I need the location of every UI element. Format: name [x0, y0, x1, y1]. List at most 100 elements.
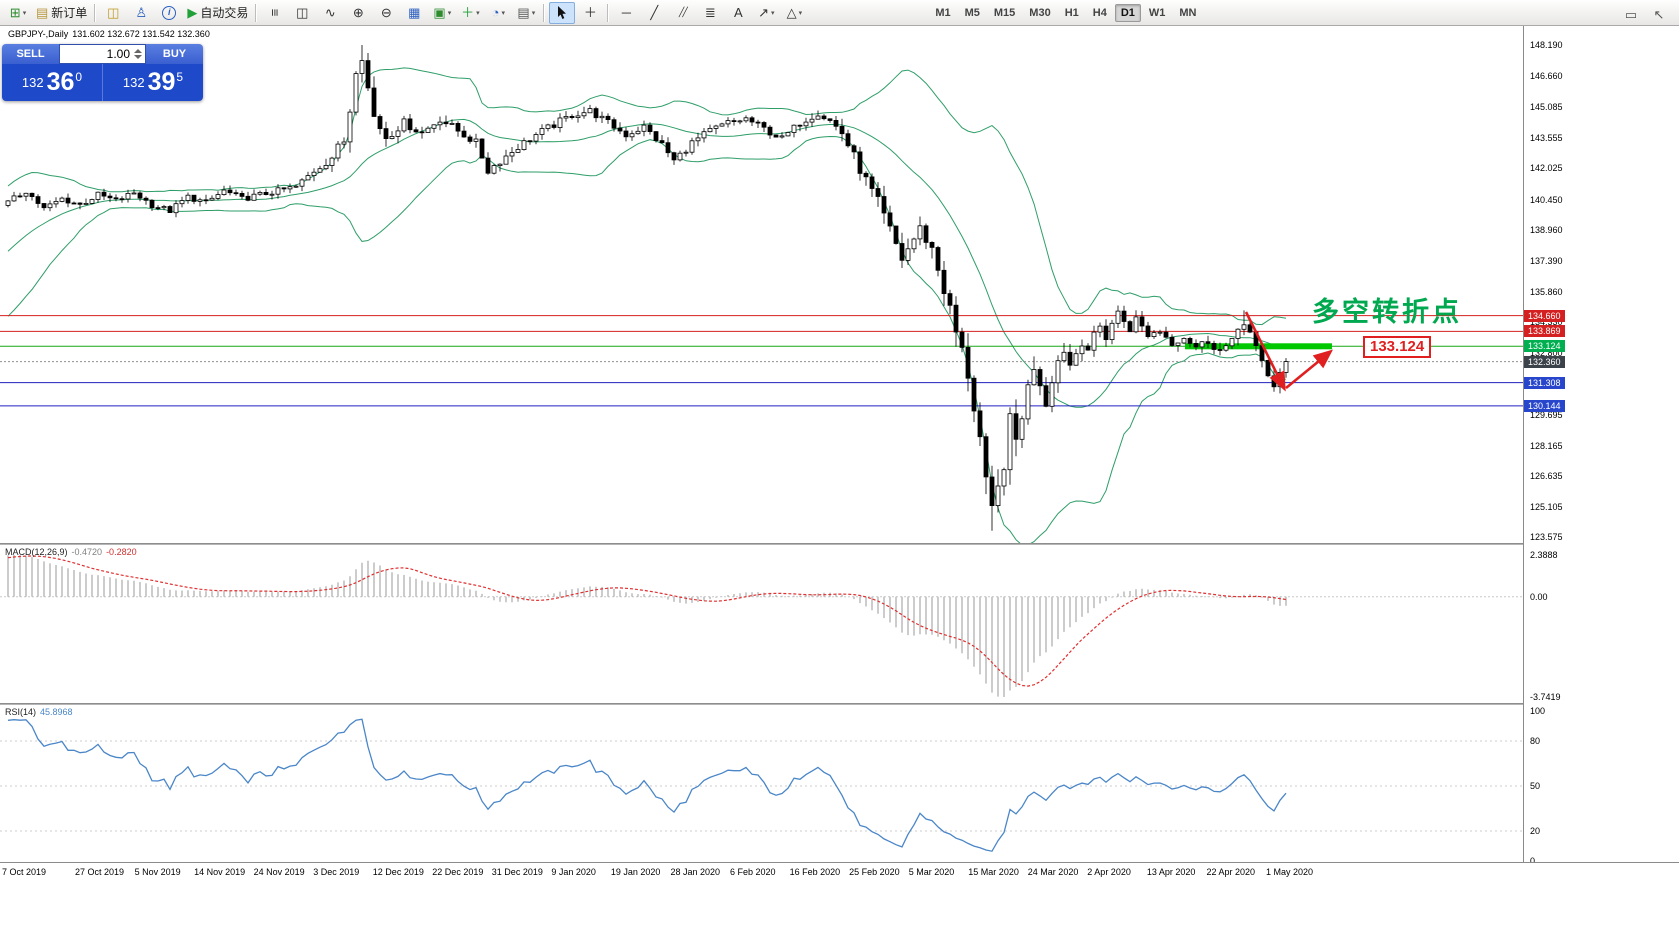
templates-icon: ▤ — [517, 5, 530, 20]
candlestick-chart-icon: ◫ — [296, 5, 309, 20]
date-label: 22 Apr 2020 — [1206, 867, 1256, 877]
thick-support-segment[interactable] — [1185, 343, 1332, 350]
bollinger-lower-line — [7, 135, 1287, 543]
arrows-tool-button[interactable]: ↗ ▾ — [753, 2, 779, 24]
toolbar-separator — [255, 3, 258, 22]
periods-icon: ◔ — [491, 5, 500, 20]
trendline-button[interactable]: ╱ — [641, 2, 667, 24]
timeframe-m15-button[interactable]: M15 — [993, 6, 1016, 19]
spinner-down-icon[interactable] — [134, 55, 142, 59]
buy-button[interactable]: BUY — [146, 44, 203, 64]
fibonacci-retracement-icon: ≣ — [704, 5, 716, 20]
indicators-icon: ＋ — [461, 5, 475, 20]
price-axis[interactable]: 148.190 146.660 145.085 143.555 142.025 140.4… — [1523, 26, 1679, 866]
current-price-badge: 132.360 — [1524, 355, 1565, 368]
chart-canvas[interactable] — [0, 26, 1523, 862]
trendline-icon: ╱ — [650, 5, 659, 20]
cursor-button[interactable] — [549, 1, 576, 24]
chart-window[interactable]: GBPJPY-,Daily 131.602 132.672 131.542 132… — [0, 26, 1679, 944]
mini-pointer-button[interactable]: ↖ — [1646, 3, 1672, 25]
symbol-ohlc-bar: GBPJPY-,Daily 131.602 132.672 131.542 132… — [8, 29, 214, 39]
buy-price[interactable]: 132 39 5 — [103, 64, 203, 101]
sell-price[interactable]: 132 36 0 — [2, 64, 103, 101]
timeframe-h1-button[interactable]: H1 — [1064, 6, 1079, 19]
timeframe-m1-button[interactable]: M1 — [935, 6, 951, 19]
equidistant-channel-button[interactable]: ╱╱ — [669, 2, 695, 24]
timeframe-w1-button[interactable]: W1 — [1148, 6, 1166, 19]
timeframe-mn-button[interactable]: MN — [1179, 6, 1197, 19]
macd-panel-splitter[interactable] — [0, 543, 1679, 545]
data-window-button[interactable]: i — [156, 2, 182, 24]
timeframe-d1-button[interactable]: D1 — [1114, 3, 1141, 22]
date-label: 13 Apr 2020 — [1146, 867, 1196, 877]
new-window-button[interactable]: ▣ ▾ — [429, 2, 455, 24]
price-level-callout[interactable]: 133.124 — [1363, 336, 1432, 358]
crosshair-button[interactable]: ＋ — [577, 2, 603, 24]
periods-button[interactable]: ◔ ▾ — [485, 2, 511, 24]
rsi-axis-label: 50 — [1530, 781, 1541, 791]
time-axis[interactable]: 7 Oct 2019 27 Oct 2019 5 Nov 2019 14 Nov 20… — [0, 862, 1679, 881]
buy-price-sup: 5 — [176, 70, 184, 84]
autotrade-icon: ▶ — [187, 5, 198, 20]
zoom-in-button[interactable]: ⊕ — [345, 2, 371, 24]
new-order-icon: ▤ — [36, 5, 49, 20]
shapes-tool-button[interactable]: △ ▾ — [781, 2, 807, 24]
candlestick-chart-button[interactable]: ◫ — [289, 2, 315, 24]
horizontal-line-button[interactable]: ─ — [613, 2, 639, 24]
shapes-tool-icon: △ — [786, 5, 797, 20]
trend-arrow[interactable] — [1285, 349, 1334, 390]
fibonacci-retracement-button[interactable]: ≣ — [697, 2, 723, 24]
dropdown-caret-icon: ▾ — [771, 9, 775, 17]
templates-button[interactable]: ▤ ▾ — [513, 2, 539, 24]
main-chart-plot[interactable] — [0, 45, 1523, 545]
price-tick-label: 135.860 — [1530, 286, 1563, 297]
volume-field[interactable]: 1.00 — [59, 44, 146, 64]
trend-arrow[interactable] — [1244, 311, 1286, 392]
macd-signal-line — [7, 555, 1287, 687]
data-window-icon: i — [162, 5, 177, 20]
toolbar-right-group: ▭ ↖ — [1617, 3, 1673, 25]
sell-button[interactable]: SELL — [2, 44, 59, 64]
line-chart-button[interactable]: ∿ — [317, 2, 343, 24]
zoom-out-button[interactable]: ⊖ — [373, 2, 399, 24]
one-click-trading-panel: SELL 1.00 BUY 132 36 0 132 39 5 — [2, 44, 203, 101]
macd-main-value: -0.4720 — [71, 547, 103, 557]
tile-windows-icon: ▦ — [408, 5, 421, 20]
date-label: 19 Jan 2020 — [610, 867, 661, 877]
price-line-badge: 131.308 — [1524, 376, 1565, 389]
turning-point-annotation[interactable]: 多空转折点 — [1312, 297, 1462, 327]
spinner-up-icon[interactable] — [134, 49, 142, 53]
dropdown-caret-icon: ▾ — [798, 9, 803, 17]
autotrade-button[interactable]: ▶ 自动交易 — [184, 2, 251, 24]
market-watch-button[interactable]: ◫ — [100, 2, 126, 24]
tile-windows-button[interactable]: ▦ — [401, 2, 427, 24]
toolbar-separator — [94, 3, 97, 22]
zoom-out-icon: ⊖ — [380, 5, 392, 20]
rsi-plot[interactable] — [0, 718, 1523, 852]
macd-plot[interactable] — [0, 555, 1523, 697]
toolbar-separator — [607, 3, 610, 22]
timeframe-m5-button[interactable]: M5 — [964, 6, 980, 19]
ohlc-values: 131.602 132.672 131.542 132.360 — [72, 29, 210, 39]
sell-price-sup: 0 — [75, 70, 83, 84]
bar-chart-icon: ≡ — [266, 8, 282, 17]
candles-series — [5, 60, 1289, 507]
rsi-panel-splitter[interactable] — [0, 703, 1679, 705]
volume-spinner[interactable] — [134, 48, 142, 60]
date-label: 24 Mar 2020 — [1027, 867, 1079, 877]
macd-signal-value: -0.2820 — [106, 547, 137, 557]
mini-window-icon: ▭ — [1624, 6, 1638, 22]
text-label-button[interactable]: A — [725, 2, 751, 24]
navigator-button[interactable]: ♙ — [128, 2, 154, 24]
rsi-axis-label: 0 — [1530, 856, 1536, 866]
crosshair-icon: ＋ — [583, 5, 597, 20]
new-chart-button[interactable]: ⊞ ▾ — [5, 2, 31, 24]
mini-window-button[interactable]: ▭ — [1618, 3, 1644, 25]
timeframe-m30-button[interactable]: M30 — [1029, 6, 1051, 19]
new-order-button[interactable]: ▤ 新订单 — [33, 2, 90, 24]
bar-chart-button[interactable]: ≡ — [261, 2, 287, 24]
date-label: 6 Feb 2020 — [730, 867, 776, 877]
timeframe-h4-button[interactable]: H4 — [1092, 6, 1107, 19]
date-label: 3 Dec 2019 — [313, 867, 360, 877]
indicators-button[interactable]: ＋ ▾ — [457, 2, 483, 24]
